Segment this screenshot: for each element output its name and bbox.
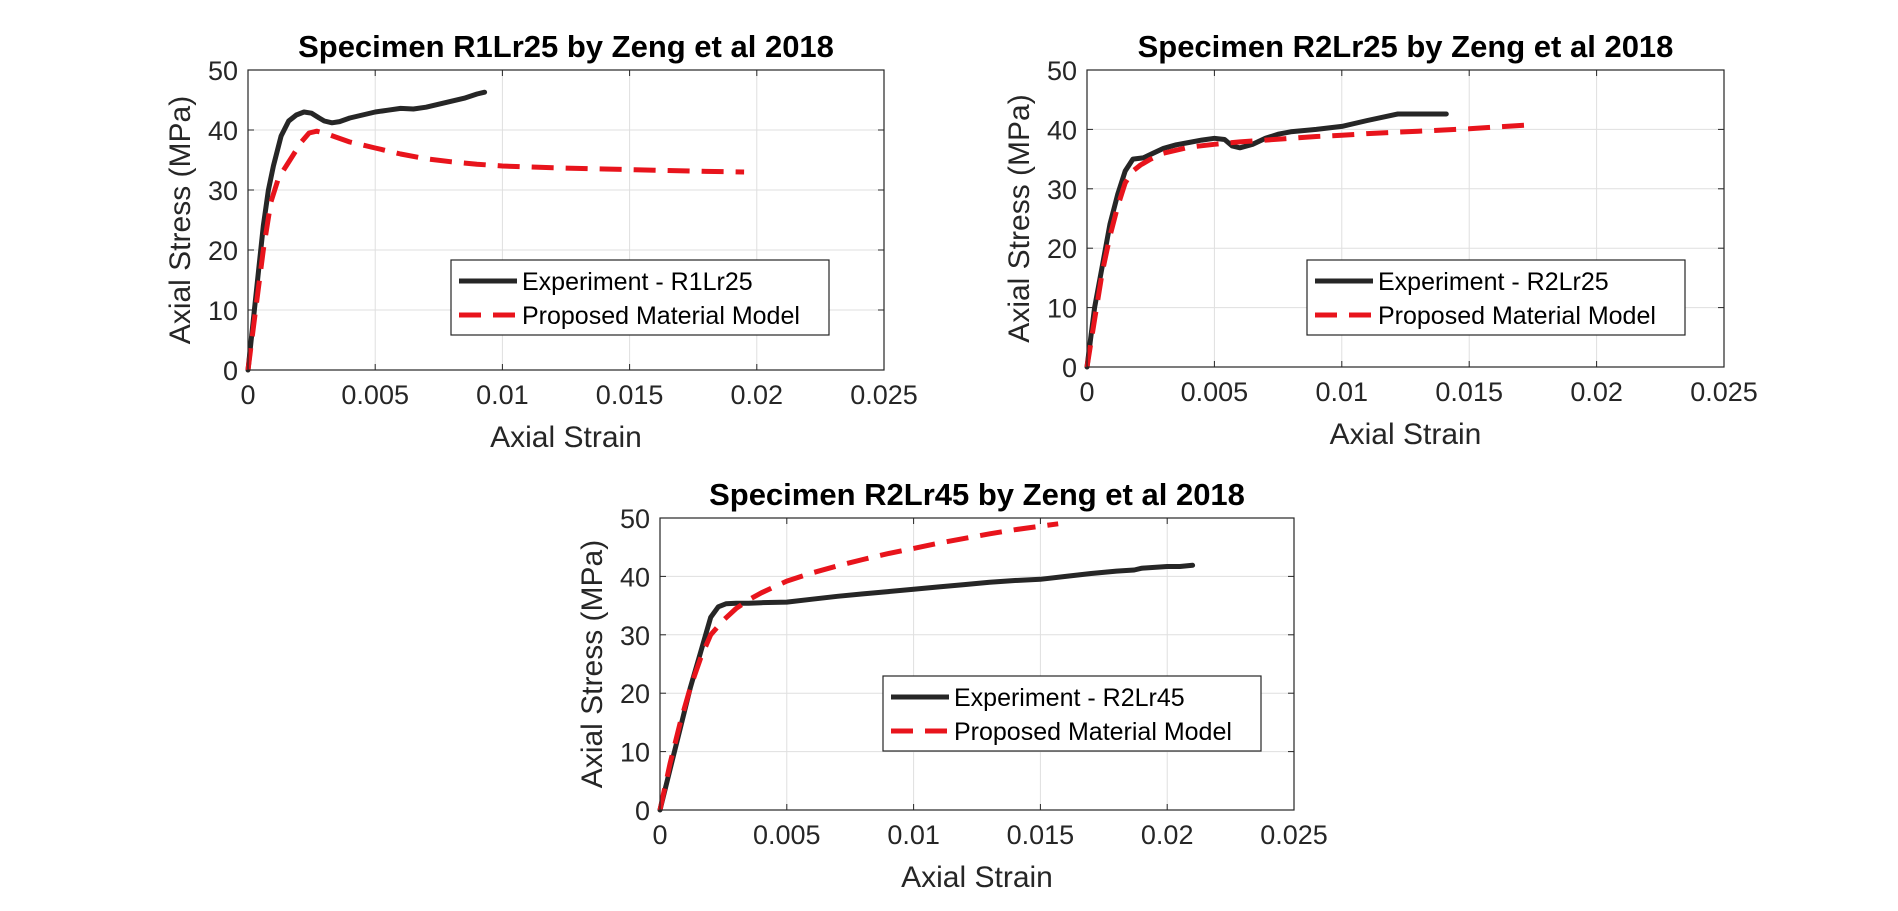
x-tick-label: 0.025 <box>850 380 918 410</box>
axes-box <box>247 69 885 371</box>
y-tick-label: 10 <box>208 296 238 326</box>
legend-label: Proposed Material Model <box>954 718 1232 746</box>
y-tick-label: 30 <box>1047 175 1077 205</box>
axes-box <box>659 517 1295 811</box>
y-tick-label: 50 <box>1047 56 1077 86</box>
legend-box <box>882 675 1262 752</box>
y-tick-label: 0 <box>635 796 650 826</box>
y-axis-label: Axial Stress (MPa) <box>576 540 609 788</box>
y-tick-label: 10 <box>1047 294 1077 324</box>
series-line-experiment <box>245 89 488 373</box>
x-tick-label: 0 <box>240 380 255 410</box>
series-line-model <box>657 521 1059 811</box>
x-tick-label: 0.015 <box>1435 377 1503 407</box>
legend-box <box>1306 259 1686 336</box>
chart-title: Specimen R2Lr25 by Zeng et al 2018 <box>1138 29 1674 64</box>
chart-1: 0 0.005 0.01 0.015 0.02 0.025 0 10 20 30 40 50 Speci… <box>164 29 918 454</box>
y-tick-label: 10 <box>620 738 650 768</box>
y-tick-label: 20 <box>1047 234 1077 264</box>
legend-label: Proposed Material Model <box>522 302 800 330</box>
x-tick-label: 0.025 <box>1260 820 1328 850</box>
y-tick-label: 40 <box>208 116 238 146</box>
legend-label: Experiment - R1Lr25 <box>522 268 753 296</box>
x-axis-label: Axial Strain <box>901 861 1053 894</box>
y-tick-label: 20 <box>208 236 238 266</box>
x-tick-label: 0.015 <box>1007 820 1075 850</box>
x-tick-label: 0 <box>652 820 667 850</box>
series-line-experiment <box>657 562 1196 813</box>
legend: Experiment - R1Lr25 Proposed Material Mod… <box>450 259 830 336</box>
x-tick-label: 0.005 <box>753 820 821 850</box>
axes-box <box>1086 69 1725 368</box>
chart-2: 0 0.005 0.01 0.015 0.02 0.025 0 10 20 30 40 50 Speci… <box>1003 29 1758 451</box>
y-tick-label: 30 <box>620 621 650 651</box>
legend-label: Experiment - R2Lr45 <box>954 684 1185 712</box>
chart-title: Specimen R1Lr25 by Zeng et al 2018 <box>298 29 834 64</box>
legend-label: Proposed Material Model <box>1378 302 1656 330</box>
x-tick-label: 0.015 <box>596 380 664 410</box>
y-tick-label: 40 <box>620 562 650 592</box>
x-tick-label: 0 <box>1079 377 1094 407</box>
series-line-experiment <box>1084 111 1449 370</box>
plot-area <box>660 518 1294 810</box>
y-tick-label: 20 <box>620 679 650 709</box>
x-tick-label: 0.02 <box>1141 820 1194 850</box>
y-axis-label: Axial Stress (MPa) <box>1003 94 1036 342</box>
x-tick-label: 0.005 <box>1181 377 1249 407</box>
legend: Experiment - R2Lr25 Proposed Material Mod… <box>1306 259 1686 336</box>
x-axis-label: Axial Strain <box>490 421 642 454</box>
x-tick-label: 0.02 <box>1570 377 1623 407</box>
y-tick-label: 50 <box>208 56 238 86</box>
legend-box <box>450 259 830 336</box>
x-tick-label: 0.025 <box>1690 377 1758 407</box>
y-tick-label: 30 <box>208 176 238 206</box>
y-axis-label: Axial Stress (MPa) <box>164 96 197 344</box>
chart-title: Specimen R2Lr45 by Zeng et al 2018 <box>709 477 1245 512</box>
legend: Experiment - R2Lr45 Proposed Material Mod… <box>882 675 1262 752</box>
x-tick-label: 0.005 <box>341 380 409 410</box>
series-line-model <box>245 128 745 371</box>
x-tick-label: 0.01 <box>476 380 529 410</box>
x-axis-label: Axial Strain <box>1330 418 1482 451</box>
legend-label: Experiment - R2Lr25 <box>1378 268 1609 296</box>
y-tick-label: 0 <box>1062 353 1077 383</box>
y-tick-label: 0 <box>223 356 238 386</box>
x-tick-label: 0.01 <box>887 820 940 850</box>
chart-3: 0 0.005 0.01 0.015 0.02 0.025 0 10 20 30 40 50 Speci… <box>576 477 1328 894</box>
x-tick-label: 0.02 <box>731 380 784 410</box>
y-tick-label: 50 <box>620 504 650 534</box>
y-tick-label: 40 <box>1047 115 1077 145</box>
x-tick-label: 0.01 <box>1316 377 1369 407</box>
